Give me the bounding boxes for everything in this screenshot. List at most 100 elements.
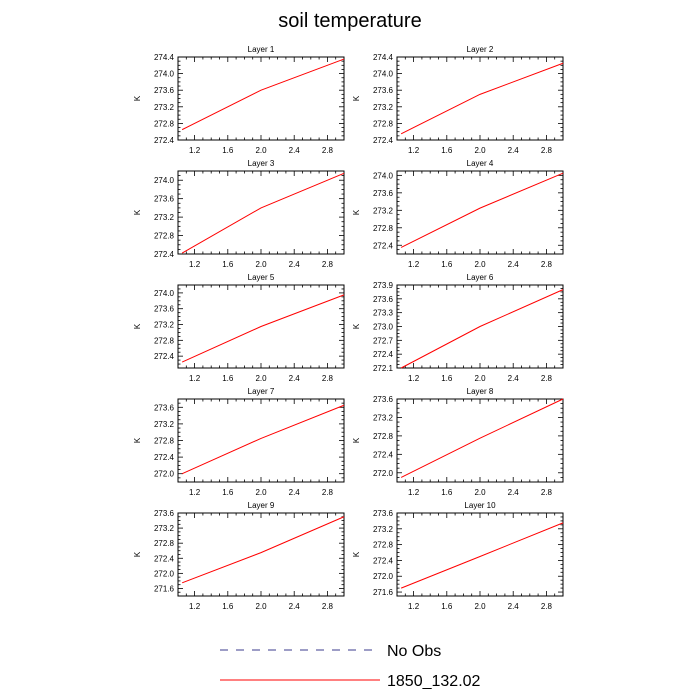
series-line (181, 172, 345, 254)
x-tick-label: 2.4 (508, 488, 520, 497)
y-tick-label: 272.1 (373, 364, 394, 373)
y-tick-label: 272.4 (373, 136, 394, 145)
y-tick-label: 272.8 (154, 437, 175, 446)
y-tick-label: 274.0 (154, 289, 175, 298)
x-tick-label: 2.8 (541, 602, 553, 611)
x-tick-label: 2.4 (508, 260, 520, 269)
x-tick-label: 2.4 (289, 602, 301, 611)
x-tick-label: 1.6 (222, 374, 234, 383)
y-tick-label: 272.4 (154, 453, 175, 462)
y-tick-label: 272.8 (373, 119, 394, 128)
panel-title: Layer 8 (467, 387, 494, 396)
y-tick-label: 272.8 (154, 336, 175, 345)
y-axis-label: K (352, 437, 361, 443)
panel-layer-6: Layer 6 K 1.2 1.6 2.0 2.4 2.8 272.1 272.4 272.7 27… (352, 273, 564, 383)
panel-layer-4: Layer 4 K 1.2 1.6 2.0 2.4 2.8 272.4 272.8 273.2 27… (352, 159, 564, 269)
figure-title: soil temperature (278, 10, 421, 32)
y-axis-label: K (352, 323, 361, 329)
panel-title: Layer 1 (248, 45, 275, 54)
y-axis-label: K (133, 209, 142, 215)
series-line (400, 62, 564, 135)
x-tick-label: 1.2 (408, 260, 420, 269)
y-tick-label: 273.2 (154, 524, 175, 533)
y-tick-label: 273.2 (154, 213, 175, 222)
y-tick-label: 272.8 (373, 224, 394, 233)
x-tick-label: 1.2 (408, 488, 420, 497)
x-tick-label: 2.8 (322, 488, 334, 497)
x-tick-label: 1.6 (441, 146, 453, 155)
panel-title: Layer 9 (248, 501, 275, 510)
y-tick-label: 273.6 (154, 195, 175, 204)
panels: Layer 1 K 1.2 1.6 2.0 2.4 2.8 272.4 272.8 273.2 27… (133, 45, 564, 611)
x-tick-label: 2.8 (322, 602, 334, 611)
y-tick-label: 272.4 (373, 556, 394, 565)
x-tick-label: 2.0 (255, 488, 267, 497)
x-tick-label: 2.8 (322, 374, 334, 383)
x-tick-label: 1.6 (222, 260, 234, 269)
y-tick-label: 272.8 (373, 541, 394, 550)
y-tick-label: 273.6 (373, 295, 394, 304)
x-tick-label: 2.0 (474, 602, 486, 611)
y-tick-label: 273.2 (373, 103, 394, 112)
y-tick-label: 273.6 (373, 189, 394, 198)
y-tick-label: 272.4 (154, 352, 175, 361)
x-tick-label: 1.2 (189, 488, 201, 497)
x-tick-label: 1.6 (441, 374, 453, 383)
panel-layer-10: Layer 10 K 1.2 1.6 2.0 2.4 2.8 271.6 272.0 272.4 2… (352, 501, 564, 611)
y-tick-label: 272.0 (154, 470, 175, 479)
x-tick-label: 2.4 (508, 374, 520, 383)
x-tick-label: 2.0 (255, 374, 267, 383)
x-tick-label: 1.2 (408, 374, 420, 383)
x-tick-label: 1.2 (408, 146, 420, 155)
panel-title: Layer 2 (467, 45, 494, 54)
y-tick-label: 272.0 (373, 572, 394, 581)
panel-layer-7: Layer 7 K 1.2 1.6 2.0 2.4 2.8 272.0 272.4 272.8 27… (133, 387, 345, 497)
y-tick-label: 272.8 (154, 119, 175, 128)
x-tick-label: 2.8 (541, 374, 553, 383)
series-line (400, 289, 564, 369)
panel-layer-9: Layer 9 K 1.2 1.6 2.0 2.4 2.8 271.6 272.0 272.4 27… (133, 501, 345, 611)
y-axis-label: K (133, 95, 142, 101)
y-tick-label: 271.6 (373, 588, 394, 597)
x-tick-label: 1.6 (222, 602, 234, 611)
y-tick-label: 272.4 (154, 554, 175, 563)
y-axis-label: K (352, 95, 361, 101)
panel-title: Layer 6 (467, 273, 494, 282)
y-tick-label: 274.4 (373, 53, 394, 62)
x-tick-label: 2.4 (289, 146, 301, 155)
panel-layer-5: Layer 5 K 1.2 1.6 2.0 2.4 2.8 272.4 272.8 273.2 27… (133, 273, 345, 383)
y-tick-label: 272.4 (373, 241, 394, 250)
x-tick-label: 2.0 (255, 602, 267, 611)
y-tick-label: 273.6 (373, 86, 394, 95)
x-tick-label: 2.4 (508, 602, 520, 611)
y-tick-label: 272.4 (373, 350, 394, 359)
x-tick-label: 1.6 (441, 602, 453, 611)
y-tick-label: 272.4 (154, 136, 175, 145)
y-tick-label: 273.6 (154, 86, 175, 95)
x-tick-label: 1.6 (222, 488, 234, 497)
y-tick-label: 272.8 (373, 432, 394, 441)
x-tick-label: 2.4 (289, 488, 301, 497)
y-axis-label: K (133, 437, 142, 443)
y-tick-label: 273.6 (373, 395, 394, 404)
legend: No Obs 1850_132.02 (220, 643, 481, 690)
y-axis-label: K (352, 551, 361, 557)
y-tick-label: 273.2 (154, 321, 175, 330)
x-tick-label: 2.4 (508, 146, 520, 155)
x-tick-label: 2.8 (541, 260, 553, 269)
legend-label-series: 1850_132.02 (387, 673, 481, 690)
y-tick-label: 273.6 (154, 509, 175, 518)
series-line (181, 294, 345, 363)
series-line (400, 172, 564, 248)
x-tick-label: 1.2 (189, 602, 201, 611)
x-tick-label: 1.6 (222, 146, 234, 155)
y-tick-label: 272.8 (154, 232, 175, 241)
y-tick-label: 273.2 (154, 103, 175, 112)
panel-layer-3: Layer 3 K 1.2 1.6 2.0 2.4 2.8 272.4 272.8 273.2 27… (133, 159, 345, 269)
panel-layer-8: Layer 8 K 1.2 1.6 2.0 2.4 2.8 272.0 272.4 272.8 27… (352, 387, 564, 497)
y-tick-label: 274.0 (373, 70, 394, 79)
y-tick-label: 273.2 (373, 413, 394, 422)
y-axis-label: K (133, 323, 142, 329)
y-tick-label: 272.0 (154, 569, 175, 578)
